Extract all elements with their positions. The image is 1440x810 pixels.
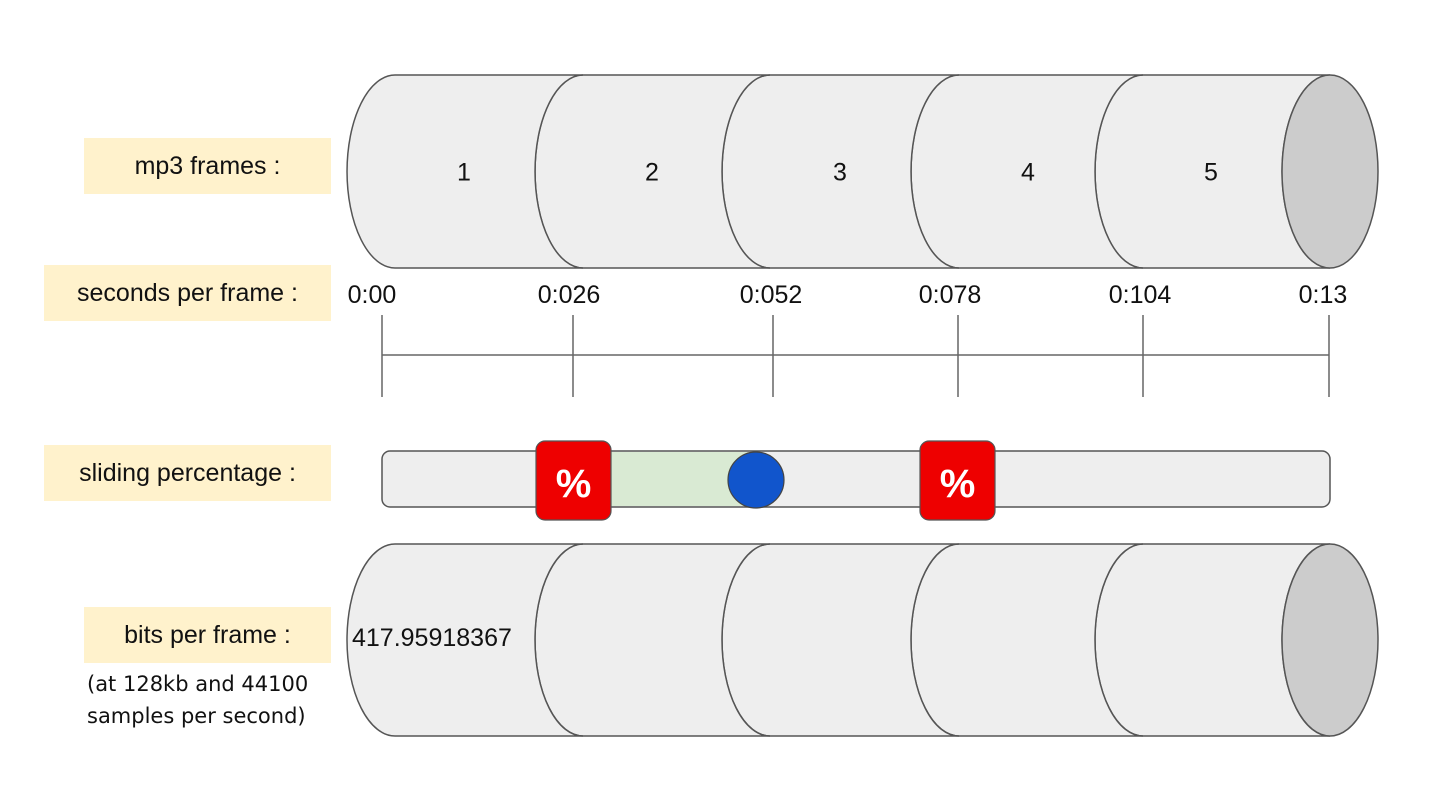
sliding-percentage-label: sliding percentage : — [44, 445, 331, 501]
percent-badge-right-box[interactable] — [919, 440, 996, 521]
percent-badge-right[interactable]: % — [919, 440, 996, 521]
mp3-frames-label-text: mp3 frames : — [134, 151, 281, 180]
timeline-tick-label-4: 0:078 — [919, 281, 982, 309]
frame-end-cap — [1281, 74, 1379, 269]
timeline-tick-label-6: 0:13 — [1299, 281, 1348, 309]
bits-note-line-1: (at 128kb and 44100 — [87, 672, 309, 696]
bits-frame-end-cap — [1281, 543, 1379, 737]
seconds-per-frame-label: seconds per frame : — [44, 265, 331, 321]
sliding-percentage-label-text: sliding percentage : — [79, 458, 296, 487]
slider-knob[interactable] — [727, 451, 785, 509]
bits-first-frame-value: 417.95918367 — [352, 624, 512, 652]
bits-per-frame-label-text: bits per frame : — [124, 620, 291, 649]
mp3-frames-label: mp3 frames : — [84, 138, 331, 194]
percent-badge-left-text: % — [556, 462, 592, 506]
sliding-percentage-slider[interactable]: % % — [381, 440, 1331, 521]
bits-per-frame-cylinder — [346, 543, 1379, 737]
percent-badge-left-box[interactable] — [535, 440, 612, 521]
frame-number-1: 1 — [457, 159, 471, 187]
bits-frame-segment-1 — [346, 543, 584, 737]
bits-note-line-2: samples per second) — [87, 704, 306, 728]
timeline-tick-label-5: 0:104 — [1109, 281, 1172, 309]
bits-per-frame-note: (at 128kb and 44100 samples per second) — [87, 668, 308, 732]
frame-number-3: 3 — [833, 159, 847, 187]
seconds-timeline: 0:00 0:026 0:052 0:078 0:104 0:13 — [348, 281, 1348, 397]
mp3-frames-cylinder: 1 2 3 4 5 — [346, 74, 1379, 269]
frame-number-2: 2 — [645, 159, 659, 187]
timeline-tick-label-2: 0:026 — [538, 281, 601, 309]
timeline-tick-label-1: 0:00 — [348, 281, 397, 309]
seconds-per-frame-label-text: seconds per frame : — [77, 278, 298, 307]
percent-badge-left[interactable]: % — [535, 440, 612, 521]
slider-track[interactable] — [381, 450, 1331, 508]
frame-number-4: 4 — [1021, 159, 1035, 187]
timeline-tick-label-3: 0:052 — [740, 281, 803, 309]
bits-per-frame-label: bits per frame : — [84, 607, 331, 663]
frame-segment-1 — [346, 74, 584, 269]
percent-badge-right-text: % — [940, 462, 976, 506]
frame-number-5: 5 — [1204, 159, 1218, 187]
